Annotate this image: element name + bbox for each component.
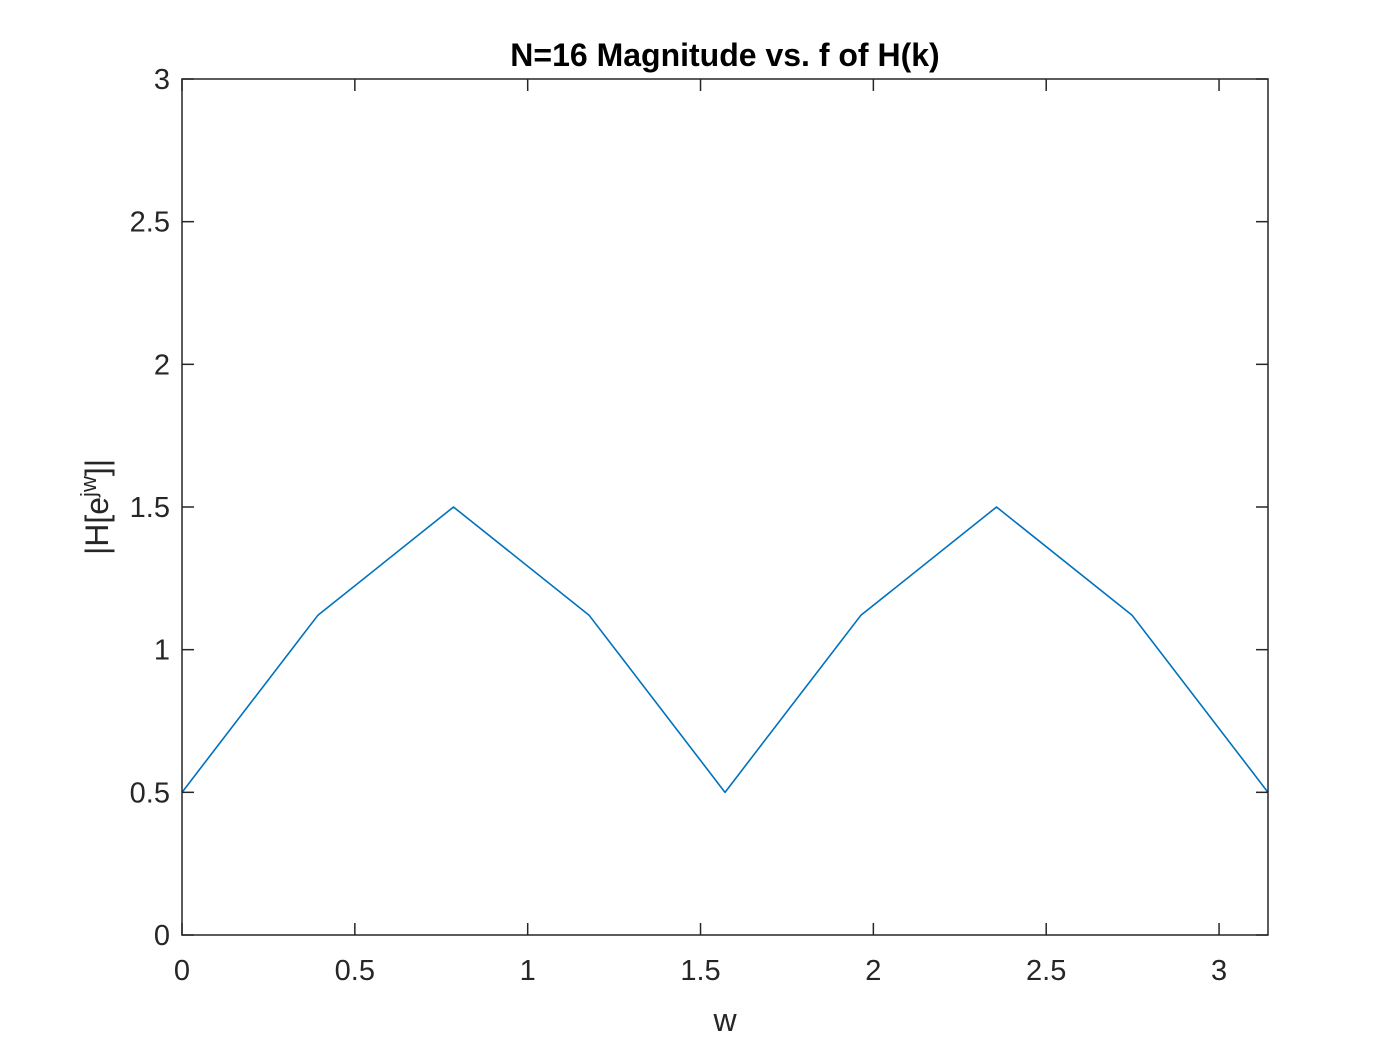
y-tick-label: 2 xyxy=(154,349,170,381)
y-tick-label: 2.5 xyxy=(130,207,170,239)
y-axis-label-superscript: jw xyxy=(76,476,101,498)
chart-title: N=16 Magnitude vs. f of H(k) xyxy=(510,37,939,73)
x-tick-label: 2.5 xyxy=(1026,955,1066,987)
series-layer xyxy=(181,506,1269,794)
y-axis-label: |H[ejw]| xyxy=(76,459,115,555)
series-line xyxy=(181,506,1269,794)
x-tick-label: 2 xyxy=(865,955,881,987)
x-tick-label: 1.5 xyxy=(680,955,720,987)
y-axis-label-base: |H[e xyxy=(79,497,115,555)
y-tick-label: 0 xyxy=(154,920,170,952)
x-tick-label: 1 xyxy=(520,955,536,987)
tick-layer: 0 0.5 1 1.5 2 2.5 3 0 0.5 1 1.5 2 2.5 3 xyxy=(130,64,1268,987)
y-tick-label: 1 xyxy=(154,635,170,667)
plot-area xyxy=(182,79,1268,935)
y-axis-label-tail: ]| xyxy=(79,459,115,476)
y-tick-label: 0.5 xyxy=(130,777,170,809)
y-tick-label: 1.5 xyxy=(130,492,170,524)
x-tick-label: 0 xyxy=(174,955,190,987)
x-axis-label: w xyxy=(712,1002,737,1038)
x-tick-label: 0.5 xyxy=(335,955,375,987)
y-tick-label: 3 xyxy=(154,64,170,96)
x-tick-label: 3 xyxy=(1211,955,1227,987)
